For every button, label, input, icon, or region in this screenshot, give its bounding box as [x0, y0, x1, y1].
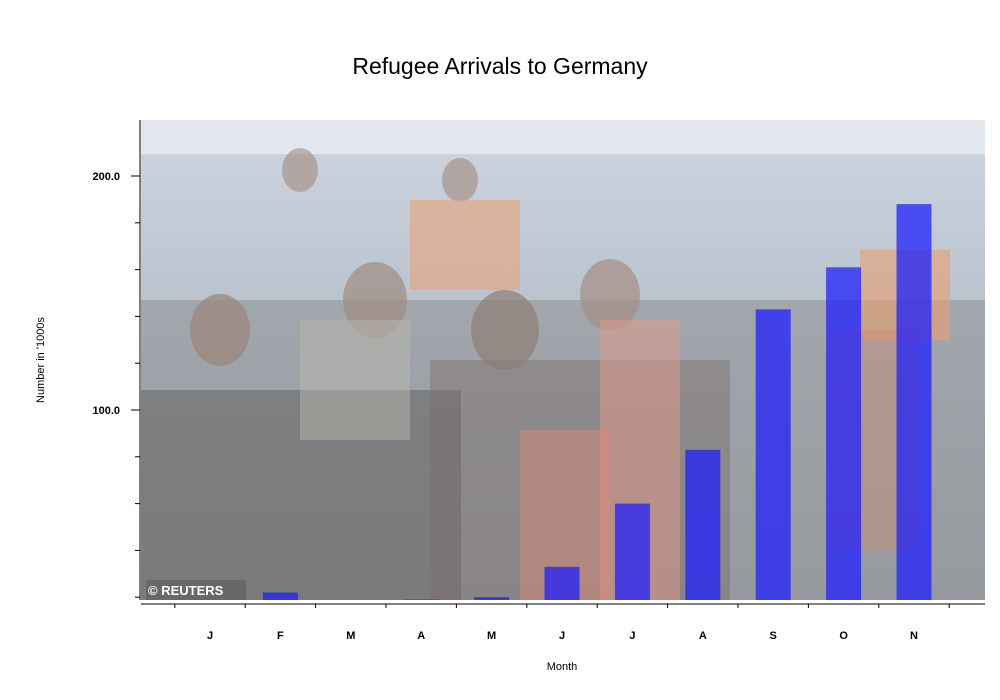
chart-title: Refugee Arrivals to Germany — [352, 53, 648, 79]
bar-8 — [755, 309, 791, 600]
x-tick-label-10: N — [910, 630, 918, 642]
x-tick-label-0: J — [207, 630, 213, 642]
x-ticks — [174, 604, 950, 608]
y-ticks — [131, 175, 140, 598]
y-axis-label: Number in '1000s — [35, 317, 47, 403]
bar-4 — [474, 597, 510, 600]
x-tick-label-7: A — [699, 630, 707, 642]
bar-7 — [685, 449, 721, 600]
x-tick-label-2: M — [346, 630, 355, 642]
bar-5 — [544, 566, 580, 600]
y-tick-label-200: 200.0 — [92, 171, 120, 183]
y-tick-label-100: 100.0 — [92, 405, 120, 417]
bars — [262, 204, 932, 600]
bar-6 — [614, 503, 650, 600]
x-axis-label: Month — [547, 661, 578, 673]
x-tick-label-5: J — [559, 630, 565, 642]
bar-3 — [403, 599, 439, 600]
x-tick-label-4: M — [487, 630, 496, 642]
photo-credit: © REUTERS — [148, 583, 224, 598]
x-tick-label-3: A — [417, 630, 425, 642]
x-tick-label-9: O — [839, 630, 848, 642]
bar-9 — [826, 267, 862, 600]
x-tick-label-8: S — [770, 630, 777, 642]
bar-1 — [262, 592, 298, 600]
x-tick-label-6: J — [629, 630, 635, 642]
x-tick-label-1: F — [277, 630, 284, 642]
bar-10 — [896, 204, 932, 600]
axes — [139, 120, 985, 605]
